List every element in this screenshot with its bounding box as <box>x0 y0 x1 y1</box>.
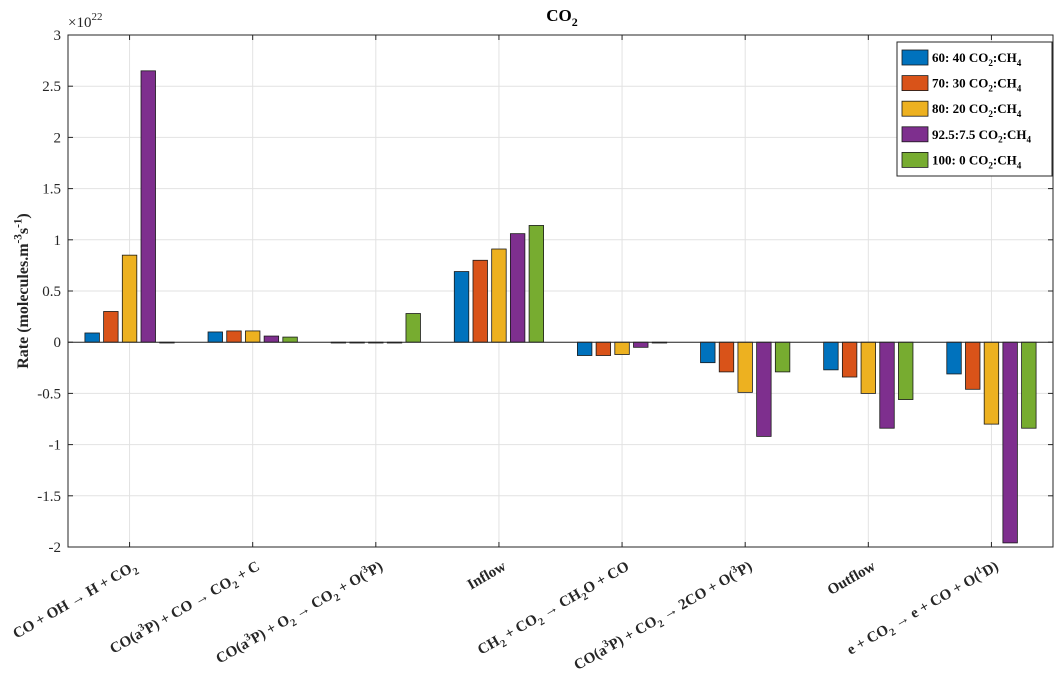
bar-s2-c3 <box>491 248 507 343</box>
y-tick-label-9: 2.5 <box>42 79 61 95</box>
x-ticks <box>129 35 992 547</box>
y-axis-label: Rate (molecules.m-3s-1) <box>13 213 32 369</box>
legend-swatch-1 <box>901 75 929 91</box>
bar-s3-c1 <box>263 335 280 343</box>
legend-label-4: 100: 0 CO2:CH4 <box>932 152 1022 170</box>
bar-s1-c3 <box>472 259 488 343</box>
bar-s1-c5 <box>718 341 735 373</box>
legend-label-2: 80: 20 CO2:CH4 <box>932 101 1022 119</box>
y-ticks: -2 -1.5 -1 -0.5 0 0.5 1 1.5 2 2.5 3 <box>37 28 1053 556</box>
legend-swatch-2 <box>901 100 929 117</box>
bar-s4-c3 <box>528 225 544 343</box>
category-label-6: Outflow <box>825 559 879 599</box>
legend-label-3: 92.5:7.5 CO2:CH4 <box>932 127 1031 145</box>
bar-s1-c1 <box>226 330 242 343</box>
y-tick-label-8: 2 <box>54 130 62 146</box>
bar-s2-c6 <box>860 341 876 394</box>
bar-s1-c7 <box>965 341 981 390</box>
bar-s3-c0 <box>140 70 156 343</box>
bar-s1-c6 <box>841 341 858 378</box>
chart-title: CO2 <box>546 6 578 29</box>
bar-s0-c3 <box>453 271 470 343</box>
bar-s3-c6 <box>879 341 895 429</box>
bar-s2-c1 <box>245 330 261 343</box>
bar-s0-c5 <box>700 341 716 364</box>
bar-s3-c7 <box>1002 341 1018 544</box>
y-tick-label-2: -1 <box>49 438 62 454</box>
legend-label-1: 70: 30 CO2:CH4 <box>932 76 1022 94</box>
y-tick-label-7: 1.5 <box>42 182 61 198</box>
bar-s0-c1 <box>207 331 223 343</box>
bar-s3-c3 <box>509 233 526 343</box>
bar-s0-c7 <box>946 341 962 375</box>
y-tick-label-1: -1.5 <box>37 489 61 505</box>
bar-s1-c4 <box>595 341 612 356</box>
bar-s4-c6 <box>898 341 914 400</box>
bar-s3-c4 <box>633 341 649 348</box>
y-tick-label-3: -0.5 <box>37 386 61 402</box>
bar-s4-c2 <box>405 313 421 343</box>
legend-swatch-4 <box>901 151 929 168</box>
y-exponent-label: ×1022 <box>68 11 102 31</box>
bar-s2-c4 <box>614 341 630 355</box>
bar-s4-c7 <box>1021 341 1037 429</box>
legend: 60: 40 CO2:CH4 70: 30 CO2:CH4 80: 20 CO2:C… <box>896 41 1053 177</box>
category-label-3: Inflow <box>465 559 509 594</box>
bar-s1-c0 <box>103 311 119 343</box>
y-tick-label-0: -2 <box>49 540 62 556</box>
bars-group <box>84 70 1037 544</box>
y-tick-label-4: 0 <box>54 335 62 351</box>
bar-s4-c1 <box>282 336 298 343</box>
bar-s0-c4 <box>577 341 593 356</box>
bar-s2-c7 <box>983 341 1000 425</box>
y-tick-label-5: 0.5 <box>42 284 61 300</box>
category-label-0: CO + OH → H + CO2 <box>10 559 141 646</box>
bar-s4-c5 <box>774 341 791 373</box>
legend-label-0: 60: 40 CO2:CH4 <box>932 50 1022 68</box>
y-tick-label-6: 1 <box>54 233 62 249</box>
legend-swatch-3 <box>901 126 929 143</box>
y-tick-label-10: 3 <box>54 28 62 44</box>
bar-s3-c5 <box>756 341 772 437</box>
bar-s2-c0 <box>121 254 138 343</box>
bar-s2-c5 <box>737 341 753 393</box>
legend-swatch-0 <box>901 49 929 66</box>
bar-s0-c0 <box>84 332 100 343</box>
bar-s0-c6 <box>823 341 839 371</box>
